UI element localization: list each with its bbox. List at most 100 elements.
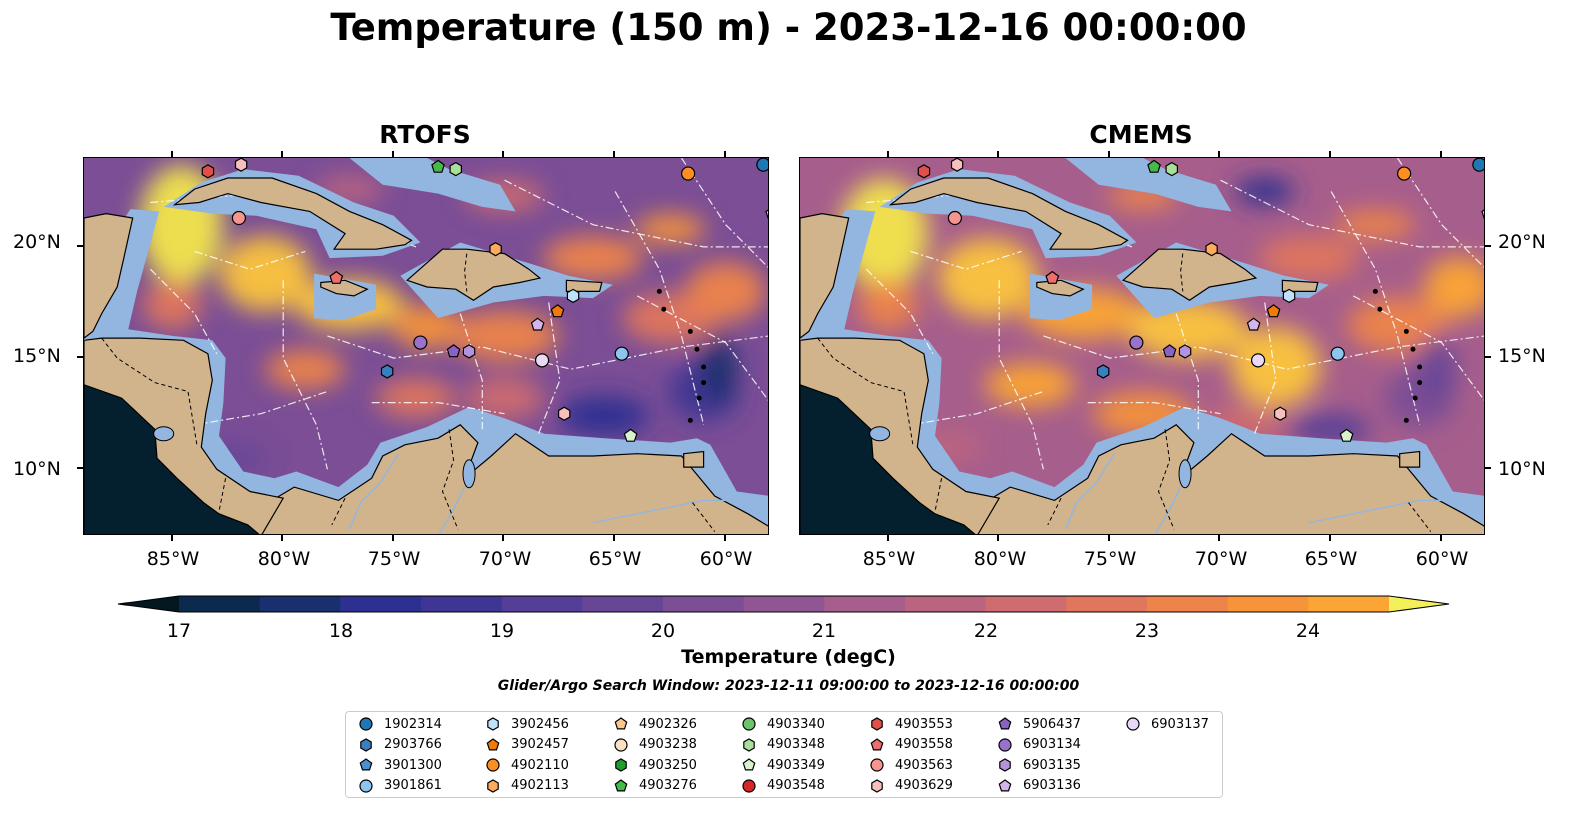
hexagon-marker-icon xyxy=(487,717,499,731)
float-marker-4902110 xyxy=(1397,166,1412,181)
legend-label: 6903135 xyxy=(1023,757,1081,773)
land-trinidad xyxy=(683,450,705,468)
float-marker-6903136 xyxy=(530,317,545,331)
legend-marker xyxy=(998,778,1012,791)
river xyxy=(1064,453,1115,530)
shelf-area xyxy=(1008,158,1232,212)
eddy-contour xyxy=(1220,179,1484,248)
axis-tick xyxy=(1329,535,1332,541)
float-marker-1902314 xyxy=(756,158,768,172)
river xyxy=(592,499,726,524)
land-hispaniola xyxy=(1121,248,1258,302)
eddy-contour xyxy=(149,268,218,354)
lon-label-70-left: 70°W xyxy=(478,548,532,570)
colorbar-tick-20: 20 xyxy=(650,620,676,642)
legend-label: 4903629 xyxy=(895,778,953,793)
colorbar xyxy=(117,595,1450,613)
pentagon-marker-icon xyxy=(614,717,628,730)
colorbar-segment xyxy=(179,596,261,612)
circle-marker-icon xyxy=(486,758,500,772)
lake-maracaibo xyxy=(1178,459,1192,489)
hexagon-marker-icon xyxy=(999,758,1011,772)
legend-item: 4903629 xyxy=(869,776,953,796)
axis-tick xyxy=(886,535,889,541)
island xyxy=(1417,380,1423,386)
temperature-blob xyxy=(1234,177,1295,206)
legend-label: 4903558 xyxy=(895,737,953,752)
pacific-ocean xyxy=(84,384,260,534)
float-marker-6903136 xyxy=(1246,317,1261,331)
colorbar-segment xyxy=(501,596,583,612)
country-border xyxy=(1047,497,1062,526)
hexagon-marker-icon xyxy=(615,758,627,772)
axis-tick xyxy=(1107,151,1110,157)
legend-item: 4903563 xyxy=(869,755,953,775)
temperature-blob xyxy=(938,238,1039,319)
colorbar-segment xyxy=(1147,596,1229,612)
float-marker-4903629 xyxy=(558,406,571,421)
float-marker-3902456 xyxy=(1282,288,1296,304)
panel-title-right: CMEMS xyxy=(1089,120,1193,149)
legend-marker xyxy=(871,717,883,731)
float-marker-1902314 xyxy=(1472,158,1484,172)
legend-label: 3901300 xyxy=(384,757,442,773)
legend-marker xyxy=(614,737,628,752)
eddy-contour xyxy=(680,158,768,269)
axis-tick xyxy=(502,151,505,157)
eddy-contour xyxy=(865,268,934,354)
island xyxy=(1417,364,1423,370)
island xyxy=(1403,328,1409,334)
legend-item: 6903137 xyxy=(1125,714,1209,734)
colorbar-label: Temperature (degC) xyxy=(681,646,896,668)
pentagon-marker-icon xyxy=(742,758,756,771)
country-border xyxy=(1180,253,1184,292)
float-marker-4903276 xyxy=(431,159,445,173)
axis-tick xyxy=(1439,151,1442,157)
lat-label-15-right: 15°N xyxy=(1498,345,1546,367)
eddy-contour xyxy=(998,280,1044,470)
temperature-blob xyxy=(701,334,738,405)
axis-tick xyxy=(1485,467,1491,470)
float-marker-6903134 xyxy=(1129,335,1144,350)
legend-marker xyxy=(871,778,883,793)
shelf-area xyxy=(800,209,1484,534)
colorbar-under-arrow xyxy=(118,596,179,612)
island xyxy=(1372,288,1378,294)
temperature-blob xyxy=(685,261,766,322)
float-marker-4903563 xyxy=(947,210,963,226)
lon-label-65-right: 65°W xyxy=(1304,548,1358,570)
float-marker-3901861 xyxy=(1330,346,1345,361)
temperature-blob xyxy=(858,279,919,330)
float-marker-4903629 xyxy=(234,158,248,172)
eddy-contour xyxy=(636,295,768,401)
legend-label: 4902113 xyxy=(511,778,569,793)
pentagon-marker-icon xyxy=(998,717,1012,730)
temperature-blob xyxy=(265,349,346,390)
axis-tick xyxy=(1485,356,1491,359)
pentagon-marker-icon xyxy=(614,778,628,791)
float-marker-4903558 xyxy=(329,270,344,284)
float-marker-6903135 xyxy=(1178,344,1192,359)
axis-tick xyxy=(391,535,394,541)
legend-item: 3902457 xyxy=(485,735,569,755)
colorbar-outline xyxy=(117,595,1450,613)
land-jamaica xyxy=(1036,279,1085,297)
circle-marker-icon xyxy=(998,737,1012,752)
axis-tick xyxy=(391,151,394,157)
country-border xyxy=(464,253,468,292)
colorbar-tick-19: 19 xyxy=(489,620,515,642)
axis-tick xyxy=(1218,151,1221,157)
legend-item: 2903766 xyxy=(358,735,442,755)
axis-tick xyxy=(723,535,726,541)
lake-nicaragua xyxy=(153,426,175,442)
float-marker-2903766 xyxy=(1096,364,1110,379)
island xyxy=(687,417,693,423)
temperature-blob xyxy=(142,279,203,330)
country-border xyxy=(692,502,716,532)
colorbar-segment xyxy=(663,596,745,612)
eddy-contour xyxy=(1043,335,1484,370)
legend-marker xyxy=(870,758,884,772)
legend-item: 3901861 xyxy=(358,776,442,796)
float-marker-4903349 xyxy=(1339,428,1354,442)
eddy-contour xyxy=(504,179,768,248)
